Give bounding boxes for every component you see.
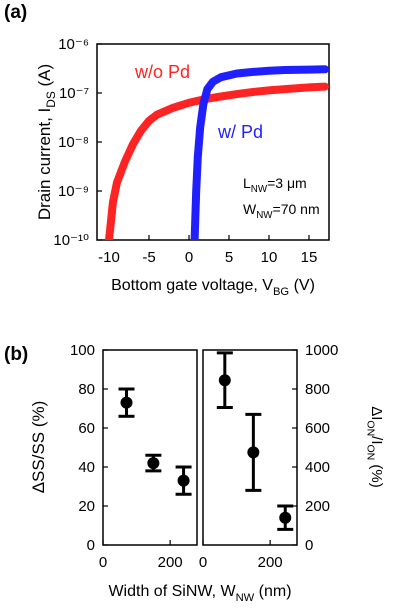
panel-label: (a) bbox=[4, 2, 27, 23]
data-point bbox=[147, 457, 160, 470]
x-axis-label: Bottom gate voltage, VBG (V) bbox=[111, 277, 315, 298]
x-axis-label-part: (nm) bbox=[254, 583, 291, 600]
y-axis-label-part: (A) bbox=[35, 64, 54, 91]
y2-axis-label-part: ΔI bbox=[368, 406, 385, 420]
y-tick-label: 600 bbox=[305, 420, 330, 437]
y-tick-label: 10⁻¹⁰ bbox=[53, 232, 89, 249]
y-axis-label-part: Drain current, I bbox=[35, 108, 54, 220]
y-tick-label: 20 bbox=[78, 498, 95, 515]
annotation-part: =70 nm bbox=[273, 201, 320, 217]
y-tick-label: 0 bbox=[305, 537, 313, 554]
y-tick-label: 0 bbox=[87, 537, 95, 554]
y-tick-label: 1000 bbox=[305, 342, 338, 359]
plot-frame bbox=[202, 349, 298, 546]
data-point bbox=[218, 374, 231, 387]
y-tick-label: 10⁻⁹ bbox=[58, 183, 89, 200]
series-label: w/o Pd bbox=[134, 62, 190, 82]
x-tick-label: 200 bbox=[158, 554, 183, 571]
plot-frame bbox=[102, 349, 198, 546]
y2-axis-label-part: (%) bbox=[368, 460, 385, 488]
x-tick-label: -5 bbox=[142, 249, 155, 266]
y-axis-label: ΔSS/SS (%) bbox=[29, 401, 48, 494]
y-tick-label: 400 bbox=[305, 459, 330, 476]
y-tick-label: 10⁻⁸ bbox=[58, 134, 89, 151]
y2-axis-label-part: /I bbox=[368, 436, 385, 444]
annotation-part: NW bbox=[251, 184, 268, 195]
annotation-part: =3 μm bbox=[267, 175, 307, 191]
data-line bbox=[105, 82, 329, 240]
y-axis-label-part: ΔSS/SS (%) bbox=[29, 401, 48, 494]
x-tick-label: 0 bbox=[185, 249, 193, 266]
data-point bbox=[120, 396, 133, 409]
x-axis-label-part: BG bbox=[273, 286, 289, 298]
data-point bbox=[279, 511, 292, 524]
x-axis-label-part: NW bbox=[236, 592, 255, 604]
y-tick-label: 60 bbox=[78, 420, 95, 437]
y2-axis-label: ΔION/ION (%) bbox=[365, 406, 386, 488]
x-tick-label: 10 bbox=[261, 249, 278, 266]
annotation-part: W bbox=[243, 201, 257, 217]
annotation: WNW=70 nm bbox=[243, 201, 320, 221]
x-axis-label-part: Width of SiNW, W bbox=[108, 583, 236, 600]
x-axis-label-part: Bottom gate voltage, V bbox=[111, 277, 273, 294]
x-tick-label: 0 bbox=[199, 554, 207, 571]
annotation: LNW=3 μm bbox=[243, 175, 307, 195]
y2-axis-label-part: ON bbox=[365, 445, 377, 461]
y-tick-label: 80 bbox=[78, 381, 95, 398]
y-axis-label: Drain current, IDS (A) bbox=[35, 64, 58, 220]
panel-label: (b) bbox=[4, 344, 28, 365]
y-tick-label: 40 bbox=[78, 459, 95, 476]
data-point bbox=[177, 474, 190, 487]
x-tick-label: 15 bbox=[301, 249, 318, 266]
data-point bbox=[247, 446, 260, 459]
y-axis-label-part: DS bbox=[44, 91, 58, 108]
annotation-part: NW bbox=[256, 210, 273, 221]
y-tick-label: 10⁻⁷ bbox=[59, 85, 89, 102]
y-tick-label: 100 bbox=[70, 342, 95, 359]
x-axis-label: Width of SiNW, WNW (nm) bbox=[108, 583, 291, 604]
y-tick-label: 10⁻⁶ bbox=[58, 36, 89, 53]
x-tick-label: 5 bbox=[225, 249, 233, 266]
y-tick-label: 200 bbox=[305, 498, 330, 515]
series-label: w/ Pd bbox=[217, 122, 263, 142]
y2-axis-label-part: ON bbox=[365, 420, 377, 436]
x-tick-label: -10 bbox=[98, 249, 120, 266]
x-tick-label: 0 bbox=[99, 554, 107, 571]
x-tick-label: 200 bbox=[258, 554, 283, 571]
annotation-part: L bbox=[243, 175, 251, 191]
y-tick-label: 800 bbox=[305, 381, 330, 398]
x-axis-label-part: (V) bbox=[289, 277, 315, 294]
data-line bbox=[190, 65, 329, 240]
